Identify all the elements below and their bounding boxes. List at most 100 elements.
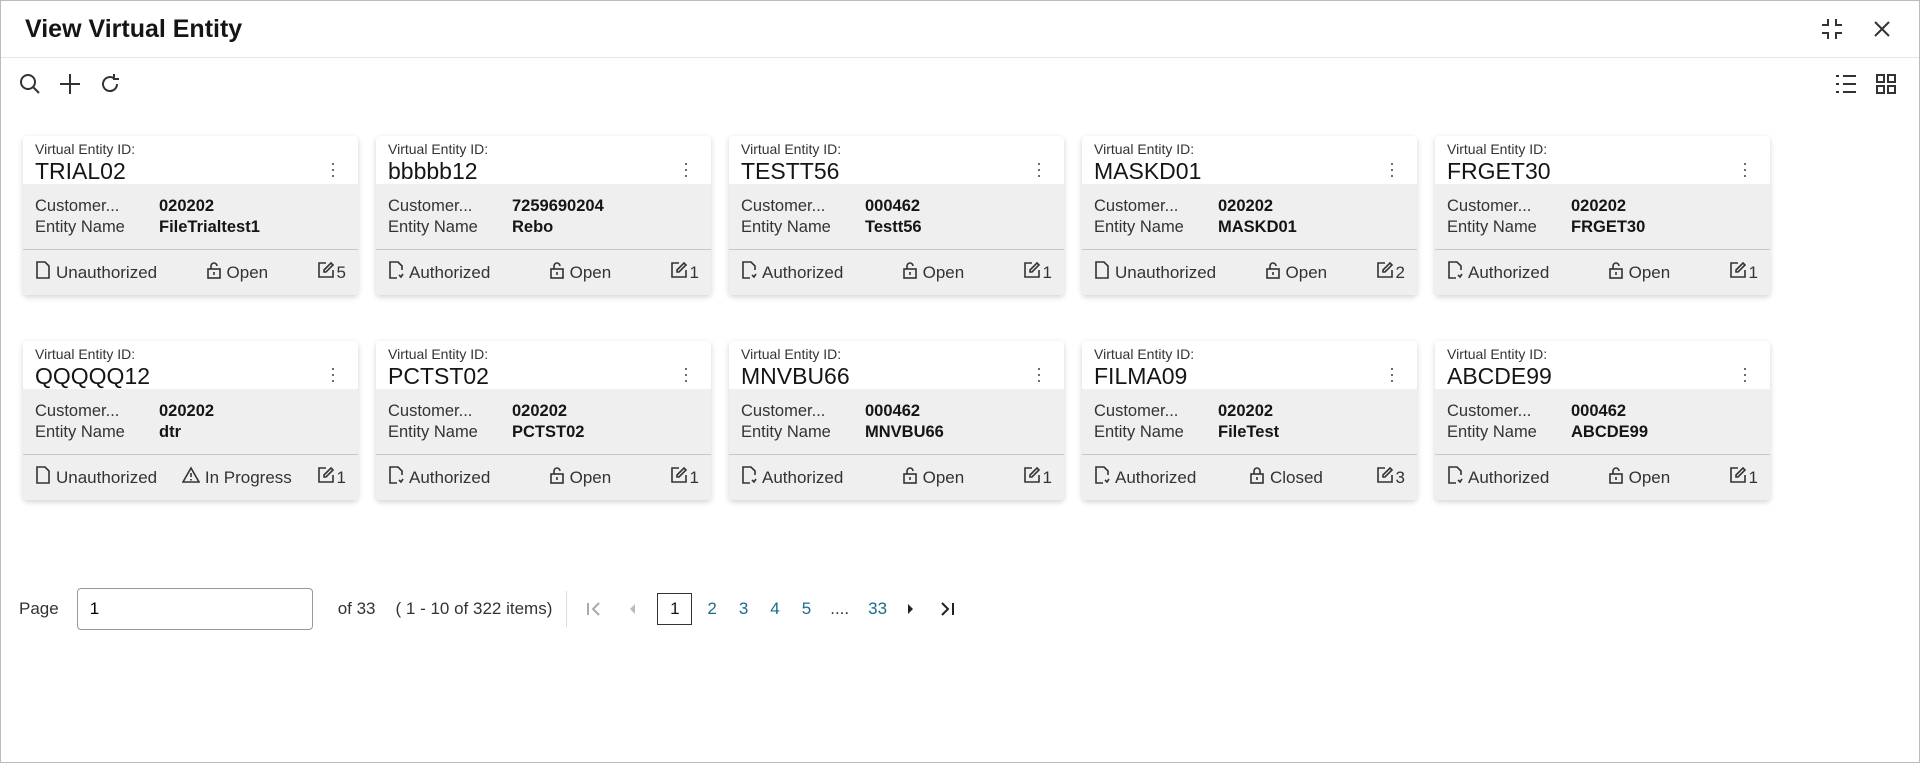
more-options-icon[interactable]: · · · xyxy=(1036,358,1042,390)
entity-name-value: FileTest xyxy=(1218,423,1280,441)
record-status: Open xyxy=(922,467,965,487)
customer-label: Customer... xyxy=(388,402,473,420)
edit-icon xyxy=(317,261,335,284)
prev-page-icon[interactable] xyxy=(619,596,645,622)
document-icon xyxy=(1094,261,1110,284)
lock-open-icon xyxy=(1608,261,1624,284)
entity-name-label: Entity Name xyxy=(35,423,125,441)
page-link[interactable]: 5 xyxy=(801,599,812,618)
page-count: of 33 xyxy=(337,599,376,618)
more-options-icon[interactable]: · · · xyxy=(1742,153,1748,185)
id-label: Virtual Entity ID: xyxy=(1094,141,1195,157)
customer-value: 020202 xyxy=(159,402,215,420)
entity-name-value: FRGET30 xyxy=(1571,218,1646,236)
more-options-icon[interactable]: · · · xyxy=(330,358,336,390)
document-check-icon xyxy=(741,466,757,489)
modification-count: 3 xyxy=(1395,467,1405,487)
entity-card[interactable]: Virtual Entity ID: ABCDE99 · · · Customer.… xyxy=(1435,341,1770,500)
page-link-last[interactable]: 33 xyxy=(868,599,888,618)
page-link[interactable]: 4 xyxy=(770,599,780,618)
modification-count: 5 xyxy=(336,262,346,282)
entity-card[interactable]: Virtual Entity ID: PCTST02 · · · Customer.… xyxy=(376,341,711,500)
first-page-icon[interactable] xyxy=(581,596,607,622)
auth-status: Unauthorized xyxy=(56,467,158,487)
edit-icon xyxy=(670,261,688,284)
lock-open-icon xyxy=(549,261,565,284)
last-page-icon[interactable] xyxy=(934,596,960,622)
entity-card[interactable]: Virtual Entity ID: TESTT56 · · · Customer.… xyxy=(729,136,1064,295)
lock-open-icon xyxy=(549,466,565,489)
more-options-icon[interactable]: · · · xyxy=(1036,153,1042,185)
modification-count: 1 xyxy=(1042,467,1052,487)
lock-closed-icon xyxy=(1249,466,1265,489)
more-options-icon[interactable]: · · · xyxy=(1389,153,1395,185)
refresh-icon[interactable] xyxy=(97,71,123,97)
entity-id: MASKD01 xyxy=(1094,158,1202,184)
entity-id: TRIAL02 xyxy=(35,158,126,184)
customer-value: 7259690204 xyxy=(512,197,604,215)
customer-value: 020202 xyxy=(1218,197,1274,215)
entity-card[interactable]: Virtual Entity ID: bbbbb12 · · · Customer.… xyxy=(376,136,711,295)
auth-status: Authorized xyxy=(1468,467,1550,487)
entity-name-label: Entity Name xyxy=(388,218,478,236)
ellipsis: .... xyxy=(830,599,850,618)
lock-open-icon xyxy=(1265,261,1281,284)
entity-card[interactable]: Virtual Entity ID: TRIAL02 · · · Customer.… xyxy=(23,136,358,295)
lock-open-icon xyxy=(1608,466,1624,489)
next-page-icon[interactable] xyxy=(898,596,924,622)
search-icon[interactable] xyxy=(17,71,43,97)
lock-open-icon xyxy=(902,261,918,284)
entity-name-label: Entity Name xyxy=(1447,423,1537,441)
edit-icon xyxy=(317,466,335,489)
page-title: View Virtual Entity xyxy=(25,14,243,43)
customer-value: 020202 xyxy=(159,197,215,215)
customer-label: Customer... xyxy=(1094,197,1179,215)
warning-icon xyxy=(181,466,201,489)
id-label: Virtual Entity ID: xyxy=(1447,346,1548,362)
entity-name-value: ABCDE99 xyxy=(1571,423,1649,441)
document-icon xyxy=(35,261,51,284)
page-input[interactable] xyxy=(76,588,313,630)
add-icon[interactable] xyxy=(57,71,83,97)
entity-card[interactable]: Virtual Entity ID: FILMA09 · · · Customer.… xyxy=(1082,341,1417,500)
customer-value: 020202 xyxy=(1218,402,1274,420)
page-label: Page xyxy=(19,599,59,618)
entity-name-value: MASKD01 xyxy=(1218,218,1297,236)
close-icon[interactable] xyxy=(1869,16,1895,42)
more-options-icon[interactable]: · · · xyxy=(330,153,336,185)
customer-label: Customer... xyxy=(741,197,826,215)
entity-card[interactable]: Virtual Entity ID: MASKD01 · · · Customer.… xyxy=(1082,136,1417,295)
page-link[interactable]: 3 xyxy=(738,599,749,618)
record-status: Open xyxy=(569,467,612,487)
more-options-icon[interactable]: · · · xyxy=(1742,358,1748,390)
record-status: In Progress xyxy=(204,467,292,487)
edit-icon xyxy=(1376,466,1394,489)
more-options-icon[interactable]: · · · xyxy=(683,358,689,390)
document-check-icon xyxy=(1447,261,1463,284)
modification-count: 1 xyxy=(336,467,346,487)
more-options-icon[interactable]: · · · xyxy=(1389,358,1395,390)
grid-view-icon[interactable] xyxy=(1873,71,1899,97)
entity-id: MNVBU66 xyxy=(741,363,850,389)
edit-icon xyxy=(1376,261,1394,284)
id-label: Virtual Entity ID: xyxy=(388,346,489,362)
page-link[interactable]: 2 xyxy=(707,599,717,618)
record-status: Open xyxy=(1628,262,1671,282)
record-status: Closed xyxy=(1269,467,1323,487)
document-check-icon xyxy=(388,466,404,489)
page-current[interactable]: 1 xyxy=(657,593,693,625)
customer-label: Customer... xyxy=(35,197,120,215)
entity-name-value: FileTrialtest1 xyxy=(159,218,260,236)
list-view-icon[interactable] xyxy=(1833,71,1859,97)
more-options-icon[interactable]: · · · xyxy=(683,153,689,185)
customer-value: 000462 xyxy=(865,197,921,215)
entity-card[interactable]: Virtual Entity ID: MNVBU66 · · · Customer.… xyxy=(729,341,1064,500)
entity-name-label: Entity Name xyxy=(388,423,478,441)
customer-value: 000462 xyxy=(1571,402,1627,420)
entity-name-value: Rebo xyxy=(512,218,554,236)
entity-card[interactable]: Virtual Entity ID: FRGET30 · · · Customer.… xyxy=(1435,136,1770,295)
entity-id: TESTT56 xyxy=(741,158,840,184)
minimize-icon[interactable] xyxy=(1819,16,1845,42)
entity-card[interactable]: Virtual Entity ID: QQQQQ12 · · · Customer.… xyxy=(23,341,358,500)
entity-name-value: PCTST02 xyxy=(512,423,585,441)
